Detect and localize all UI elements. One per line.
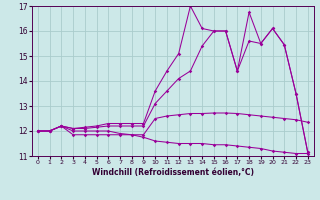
X-axis label: Windchill (Refroidissement éolien,°C): Windchill (Refroidissement éolien,°C): [92, 168, 254, 177]
